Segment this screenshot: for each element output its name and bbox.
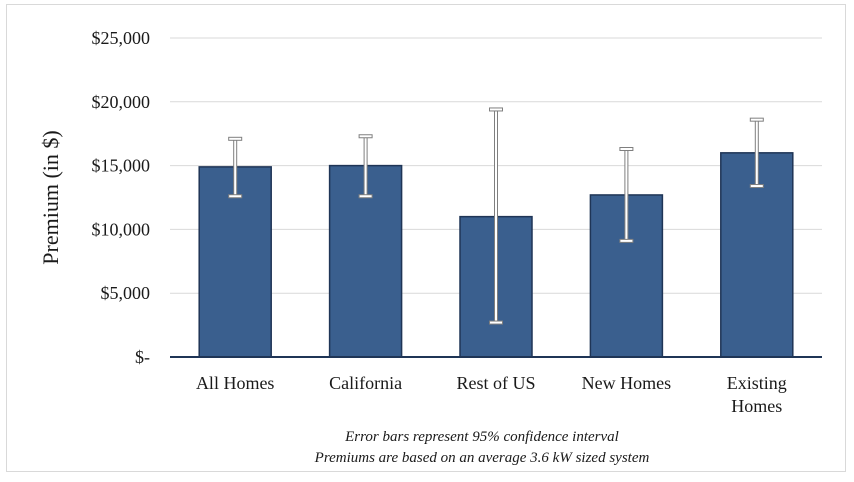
y-tick-label: $10,000 [92,219,151,239]
y-tick-label: $15,000 [92,156,151,176]
y-axis-label: Premium (in $) [38,130,63,264]
x-category-label: California [329,373,402,393]
y-tick-label: $- [135,347,150,367]
error-bar [358,134,373,199]
x-category-labels: All Homes California Rest of US New Homes Ex… [196,373,787,416]
y-tick-label: $25,000 [92,28,151,48]
chart-frame [6,4,846,472]
x-category-label: Rest of US [456,373,535,393]
error-bar [619,147,634,243]
error-bars [228,107,764,325]
error-bar [228,136,243,199]
y-tick-label: $5,000 [101,283,151,303]
y-tick-label: $20,000 [92,92,151,112]
y-tick-labels: $- $5,000 $10,000 $15,000 $20,000 $25,000 [92,28,151,367]
footnote-system-size: Premiums are based on an average 3.6 kW … [314,450,650,466]
x-category-label: New Homes [582,373,671,393]
x-category-label: All Homes [196,373,275,393]
error-bar [489,107,503,325]
bars [198,152,794,358]
x-category-label: Existing Homes [727,373,787,416]
footnote-confidence: Error bars represent 95% confidence inte… [344,429,619,445]
error-bar [749,117,764,189]
